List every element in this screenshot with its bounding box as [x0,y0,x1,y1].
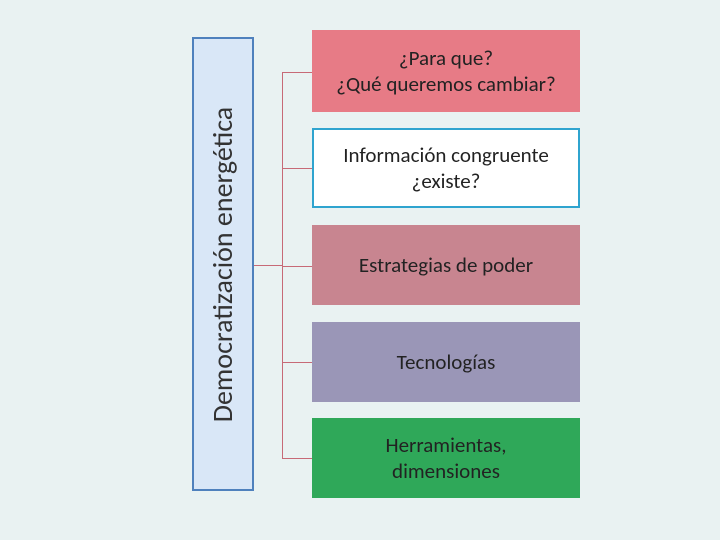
node-2-line-0: Estrategias de poder [359,252,533,278]
connector-branch-1 [282,168,312,169]
node-0-line-1: ¿Qué queremos cambiar? [336,71,555,97]
node-3-line-0: Tecnologías [397,349,496,375]
node-0: ¿Para que?¿Qué queremos cambiar? [312,30,580,112]
connector-branch-0 [282,72,312,73]
connector-branch-3 [282,362,312,363]
node-1-line-1: ¿existe? [412,168,481,194]
node-0-line-0: ¿Para que? [399,45,493,71]
node-2: Estrategias de poder [312,225,580,305]
connector-branch-2 [282,266,312,267]
node-1: Información congruente¿existe? [312,128,580,208]
diagram-canvas: Democratización energética ¿Para que?¿Qué… [0,0,720,540]
node-4-line-0: Herramientas, [386,432,507,458]
node-3: Tecnologías [312,322,580,402]
root-box: Democratización energética [192,37,254,491]
node-4: Herramientas,dimensiones [312,418,580,498]
connector-trunk [282,72,283,458]
connector-branch-4 [282,458,312,459]
node-1-line-0: Información congruente [343,142,549,168]
root-label: Democratización energética [206,106,241,421]
node-4-line-1: dimensiones [392,458,500,484]
connector-root-branch [254,265,282,266]
